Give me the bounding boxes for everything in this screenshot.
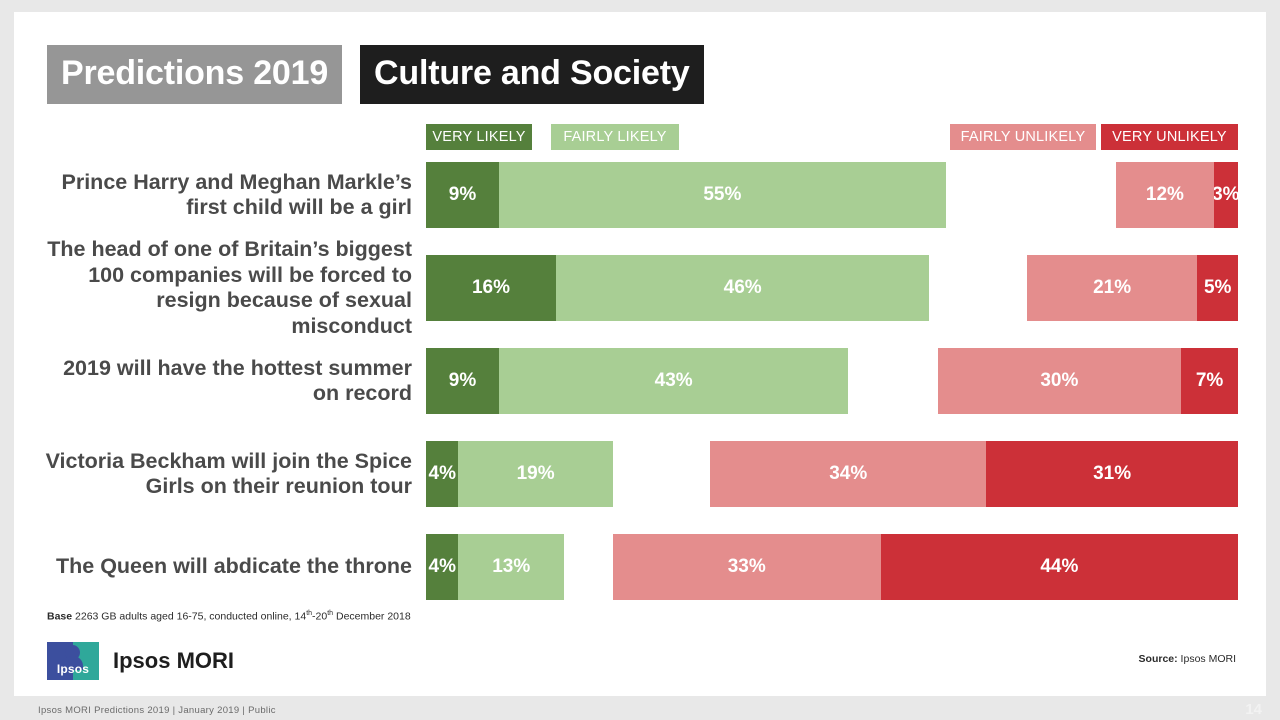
chart-row-bars: 9% 55% 12% 3% <box>426 162 1238 228</box>
chart-row-bars: 4% 19% 34% 31% <box>426 441 1238 507</box>
chart-row-label: The Queen will abdicate the throne <box>56 554 412 578</box>
bar-segment-value: 13% <box>492 556 531 577</box>
bar-segment-fu[interactable]: 12% <box>1116 162 1214 228</box>
legend-item-label: FAIRLY LIKELY <box>563 129 667 145</box>
bar-segment-fu[interactable]: 30% <box>937 348 1182 414</box>
chart-row: The head of one of Britain’s biggest 100… <box>14 237 1266 348</box>
base-note: Base 2263 GB adults aged 16-75, conducte… <box>47 607 517 624</box>
bar-segment-value: 21% <box>1093 277 1132 298</box>
bar-segment-vl[interactable]: 16% <box>426 255 556 321</box>
chart-row: 2019 will have the hottest summer on rec… <box>14 348 1266 441</box>
bar-segment-fl[interactable]: 46% <box>555 255 930 321</box>
bar-segment-value: 4% <box>428 463 456 484</box>
ipsos-logo-icon: Ipsos <box>47 642 99 680</box>
base-note-text-1: 2263 GB adults aged 16-75, conducted onl… <box>72 610 307 623</box>
bar-segment-value: 33% <box>727 556 766 577</box>
source-note: Source: Ipsos MORI <box>1139 653 1236 665</box>
base-note-text-2: -20 <box>312 610 328 623</box>
bar-segment-value: 31% <box>1093 463 1132 484</box>
legend-item-label: VERY UNLIKELY <box>1112 129 1227 145</box>
ipsos-logo-wordmark: Ipsos <box>56 662 90 676</box>
base-note-label: Base <box>47 610 73 623</box>
bar-segment-value: 16% <box>471 277 510 298</box>
chart-row: Prince Harry and Meghan Markle’s first c… <box>14 162 1266 255</box>
chart-row-label: The head of one of Britain’s biggest 100… <box>47 237 412 338</box>
chart-row: The Queen will abdicate the throne 4% 13% 3… <box>14 534 1266 627</box>
bar-segment-value: 12% <box>1145 184 1184 205</box>
chart-row-bars: 9% 43% 30% 7% <box>426 348 1238 414</box>
bar-segment-value: 44% <box>1040 556 1079 577</box>
chart-row-bars: 16% 46% 21% 5% <box>426 255 1238 321</box>
legend-item-very-likely[interactable]: VERY LIKELY <box>426 124 532 150</box>
ipsos-mori-logo-text: Ipsos MORI <box>113 648 235 673</box>
bar-segment-value: 9% <box>448 184 477 205</box>
bar-segment-vl[interactable]: 4% <box>426 441 459 507</box>
slide-title: Predictions 2019 Culture and Society <box>47 45 704 104</box>
bar-segment-vu[interactable]: 44% <box>880 534 1238 600</box>
slide-canvas: Predictions 2019 Culture and Society VER… <box>14 12 1266 700</box>
bar-segment-fl[interactable]: 55% <box>499 162 946 228</box>
legend-item-label: FAIRLY UNLIKELY <box>960 129 1086 145</box>
bar-segment-value: 55% <box>703 184 742 205</box>
bar-segment-value: 5% <box>1203 277 1232 298</box>
diverging-stacked-bar-chart: Prince Harry and Meghan Markle’s first c… <box>14 162 1266 627</box>
footer-bar: Ipsos MORI Predictions 2019 | January 20… <box>0 696 1280 720</box>
bar-segment-vu[interactable]: 3% <box>1213 162 1238 228</box>
base-note-text-3: December 2018 <box>333 610 411 623</box>
legend-item-fairly-unlikely[interactable]: FAIRLY UNLIKELY <box>950 124 1096 150</box>
chart-row-label: 2019 will have the hottest summer on rec… <box>63 355 412 406</box>
footer-meta-text: Ipsos MORI Predictions 2019 | January 20… <box>38 705 276 716</box>
bar-segment-value: 4% <box>428 556 456 577</box>
page-number: 14 <box>1245 701 1262 718</box>
ipsos-logo-body-shape <box>62 656 83 670</box>
bar-segment-vu[interactable]: 5% <box>1197 255 1238 321</box>
legend-item-label: VERY LIKELY <box>432 129 526 145</box>
bar-segment-value: 43% <box>654 370 693 391</box>
bar-segment-vl[interactable]: 4% <box>426 534 459 600</box>
source-label: Source: <box>1138 653 1178 665</box>
bar-segment-fl[interactable]: 43% <box>499 348 849 414</box>
bar-segment-fl[interactable]: 19% <box>458 441 613 507</box>
chart-row-label: Victoria Beckham will join the Spice Gir… <box>45 448 412 499</box>
source-value: Ipsos MORI <box>1177 653 1236 665</box>
bar-segment-fu[interactable]: 34% <box>710 441 987 507</box>
bar-segment-vl[interactable]: 9% <box>426 348 500 414</box>
bar-segment-fu[interactable]: 21% <box>1026 255 1198 321</box>
chart-legend: VERY LIKELY FAIRLY LIKELY FAIRLY UNLIKELY V… <box>14 124 1266 154</box>
chart-row-bars: 4% 13% 33% 44% <box>426 534 1238 600</box>
bar-segment-vl[interactable]: 9% <box>426 162 500 228</box>
bar-segment-value: 30% <box>1040 370 1079 391</box>
legend-item-fairly-likely[interactable]: FAIRLY LIKELY <box>551 124 679 150</box>
bar-segment-value: 19% <box>516 463 555 484</box>
bar-segment-value: 9% <box>448 370 477 391</box>
bar-segment-value: 3% <box>1213 184 1238 205</box>
chart-row-label: Prince Harry and Meghan Markle’s first c… <box>61 169 413 220</box>
legend-item-very-unlikely[interactable]: VERY UNLIKELY <box>1101 124 1238 150</box>
bar-segment-vu[interactable]: 7% <box>1181 348 1238 414</box>
bar-segment-value: 46% <box>723 277 762 298</box>
base-note-sup-1: th <box>306 610 313 617</box>
bar-segment-vu[interactable]: 31% <box>986 441 1238 507</box>
bar-segment-fl[interactable]: 13% <box>458 534 565 600</box>
ipsos-mori-logo: Ipsos Ipsos MORI <box>47 642 234 680</box>
chart-row: Victoria Beckham will join the Spice Gir… <box>14 441 1266 534</box>
bar-segment-fu[interactable]: 33% <box>612 534 881 600</box>
title-chip-predictions: Predictions 2019 <box>47 45 343 104</box>
bar-segment-value: 7% <box>1195 370 1224 391</box>
bar-segment-value: 34% <box>829 463 868 484</box>
base-note-sup-2: th <box>327 610 334 617</box>
title-chip-topic: Culture and Society <box>360 45 704 104</box>
